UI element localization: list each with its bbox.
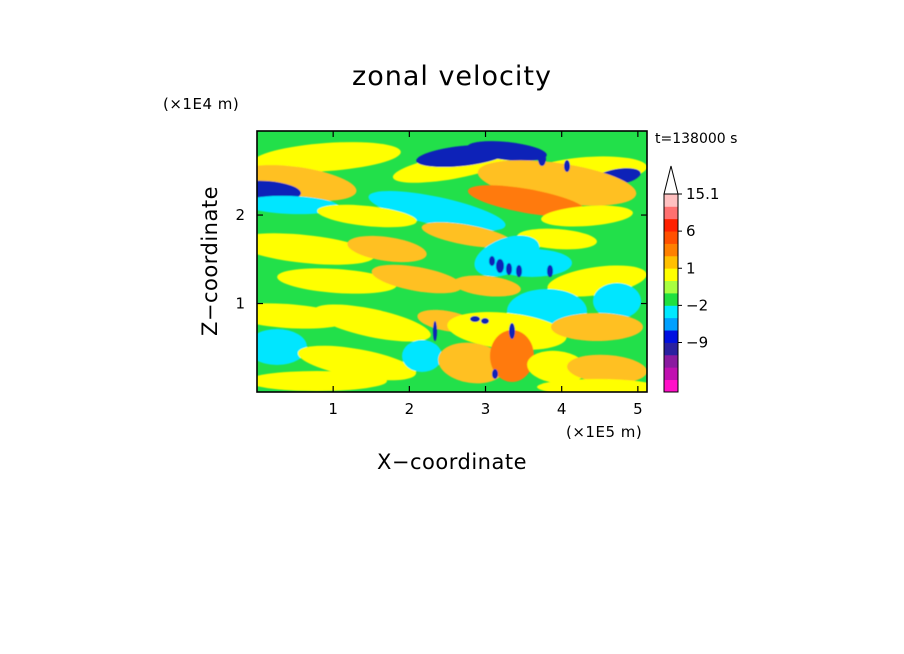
contour-region — [297, 345, 417, 381]
colorbar-band — [664, 280, 678, 294]
y-tick-label: 2 — [235, 206, 245, 224]
heatmap-field — [257, 131, 647, 392]
x-axis-units: (×1E5 m) — [566, 423, 642, 441]
x-axis: 1 2 3 4 5 — [328, 131, 643, 418]
colorbar-frame — [663, 193, 679, 393]
contour-region — [467, 185, 587, 217]
contour-region — [421, 222, 513, 248]
colorbar-band — [664, 330, 678, 343]
colorbar-overflow-arrow — [663, 165, 679, 195]
contour-region — [537, 379, 647, 392]
colorbar-band — [664, 305, 678, 319]
velocity-contours — [257, 141, 647, 392]
vortex-spot — [433, 321, 437, 341]
contour-region — [347, 235, 427, 263]
x-axis-title: X−coordinate — [377, 450, 527, 474]
colorbar-label: −9 — [686, 334, 708, 352]
contour-region — [467, 141, 547, 161]
plot-frame — [256, 130, 648, 393]
colorbar-label: 1 — [686, 259, 696, 277]
colorbar-label: 6 — [686, 222, 696, 240]
colorbar-band — [664, 367, 678, 381]
time-stamp: t=138000 s — [655, 131, 737, 147]
vortex-spot — [506, 263, 512, 275]
colorbar-band — [664, 379, 678, 393]
contour-region — [551, 313, 643, 341]
vortex-spot — [489, 256, 495, 266]
contour-region — [490, 330, 534, 382]
contour-region — [438, 342, 506, 384]
chart-title: zonal velocity — [352, 61, 552, 92]
vortex-spot — [516, 265, 522, 277]
vortex-spot — [547, 265, 553, 277]
colorbar-band — [664, 354, 678, 368]
vortex-spot — [481, 318, 489, 324]
y-axis-units: (×1E4 m) — [163, 95, 239, 113]
contour-region — [453, 275, 521, 297]
y-axis: 12 — [235, 206, 647, 313]
vortex-spot — [509, 323, 515, 339]
contour-region — [313, 304, 431, 342]
contour-region — [593, 283, 641, 319]
contour-region — [257, 195, 339, 215]
vortex-spot — [470, 316, 480, 322]
colorbar-band — [664, 342, 678, 356]
colorbar-band — [664, 317, 678, 331]
colorbar-band — [664, 243, 678, 257]
x-tick-label: 1 — [328, 400, 338, 418]
contour-region — [368, 191, 506, 231]
vortex-spot — [492, 369, 498, 379]
contour-region — [277, 268, 397, 294]
x-tick-label: 2 — [405, 400, 415, 418]
colorbar-band — [664, 268, 678, 282]
y-axis-title: Z−coordinate — [198, 186, 222, 336]
x-tick-label: 4 — [557, 400, 567, 418]
vortex-spot — [496, 259, 504, 273]
colorbar-label: −2 — [686, 296, 708, 314]
colorbar-band — [664, 218, 678, 232]
contour-region — [567, 354, 647, 384]
contour-region — [317, 204, 417, 228]
x-tick-label: 3 — [481, 400, 491, 418]
contour-region — [541, 205, 633, 227]
contour-region — [492, 249, 572, 277]
colorbar-band — [664, 194, 678, 207]
contour-region — [527, 350, 587, 384]
colorbar: 15.1 6 1 −2 −9 — [663, 165, 719, 393]
colorbar-label: 15.1 — [686, 185, 719, 203]
contour-region — [257, 371, 387, 391]
vortex-spot — [564, 160, 570, 172]
colorbar-band — [664, 293, 678, 306]
colorbar-band — [664, 255, 678, 269]
contour-region — [257, 329, 307, 365]
contour-region — [257, 233, 375, 265]
colorbar-band — [664, 231, 678, 244]
vortex-spot — [538, 152, 546, 166]
y-tick-label: 1 — [235, 295, 245, 313]
colorbar-band — [664, 206, 678, 220]
contour-region — [257, 142, 401, 172]
contour-region — [371, 264, 463, 294]
contour-region — [402, 340, 442, 372]
x-tick-label: 5 — [633, 400, 643, 418]
